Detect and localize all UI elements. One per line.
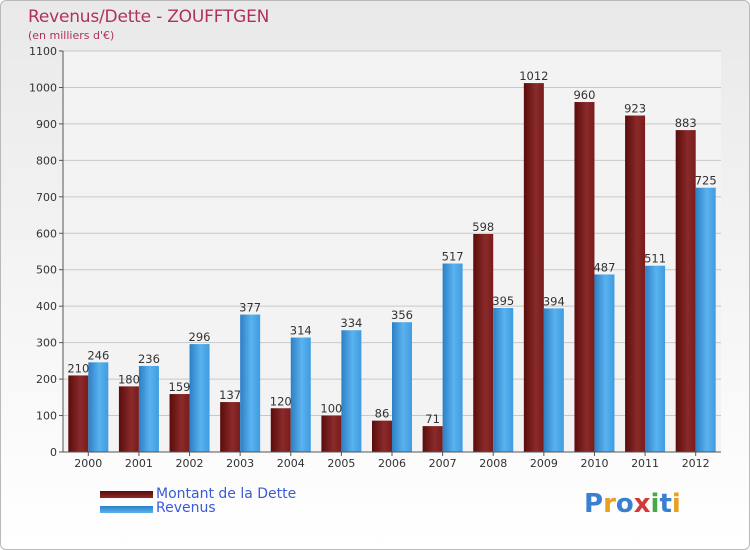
- y-tick-label: 600: [36, 227, 57, 240]
- data-label: 598: [472, 220, 494, 234]
- data-label: 210: [67, 361, 89, 375]
- data-label: 725: [695, 174, 717, 188]
- bar-debt: [321, 415, 342, 452]
- data-label: 120: [270, 394, 292, 408]
- bar-debt: [473, 234, 494, 452]
- logo-letter: P: [584, 489, 604, 519]
- data-label: 71: [425, 412, 440, 426]
- data-label: 394: [543, 294, 565, 308]
- chart-title: Revenus/Dette - ZOUFFTGEN: [28, 7, 270, 27]
- y-tick-label: 0: [50, 446, 57, 459]
- bar-revenus: [341, 330, 362, 452]
- axis-layer: 0 100 200 300 400 500 600 700 800 900 1000 1100 2000…: [29, 45, 721, 470]
- data-label: 100: [320, 402, 342, 416]
- x-tick-label: 2006: [378, 457, 406, 470]
- bar-revenus: [645, 265, 666, 452]
- x-tick-label: 2003: [226, 457, 254, 470]
- legend-label-debt: Montant de la Dette: [156, 486, 297, 502]
- bar-debt: [625, 115, 646, 453]
- y-tick-label: 100: [36, 410, 57, 423]
- bar-revenus: [442, 263, 463, 452]
- y-tick-label: 400: [36, 300, 57, 313]
- bar-revenus: [189, 344, 210, 452]
- data-label: 356: [391, 308, 413, 322]
- data-label: 236: [138, 352, 160, 366]
- data-label: 487: [593, 260, 615, 274]
- bar-revenus: [493, 308, 514, 452]
- data-label: 314: [290, 324, 312, 338]
- bar-revenus: [543, 308, 564, 452]
- bar-revenus: [240, 314, 261, 452]
- data-label: 395: [492, 294, 514, 308]
- x-tick-label: 2011: [631, 457, 659, 470]
- y-tick-label: 500: [36, 264, 57, 277]
- bar-debt: [523, 83, 544, 452]
- proxiti-logo: Proxiti: [584, 489, 681, 519]
- bar-revenus: [290, 337, 311, 452]
- y-tick-label: 800: [36, 154, 57, 167]
- x-tick-label: 2012: [682, 457, 710, 470]
- legend-swatch-debt: [100, 491, 153, 498]
- x-tick-label: 2001: [125, 457, 153, 470]
- bar-revenus: [695, 187, 716, 453]
- bar-debt: [220, 402, 241, 452]
- data-label: 180: [118, 372, 140, 386]
- bar-debt: [68, 375, 89, 452]
- bar-revenus: [138, 365, 159, 452]
- logo-letter: t: [659, 489, 672, 519]
- bars-layer: [68, 83, 716, 453]
- x-tick-label: 2002: [176, 457, 204, 470]
- x-tick-label: 2000: [74, 457, 102, 470]
- data-label: 923: [624, 102, 646, 116]
- logo-letter: i: [671, 489, 681, 519]
- bar-debt: [118, 386, 139, 452]
- bar-debt: [574, 102, 595, 452]
- data-label: 86: [375, 407, 390, 421]
- x-tick-label: 2010: [580, 457, 608, 470]
- data-label: 511: [644, 252, 666, 266]
- logo-letter: r: [603, 489, 616, 519]
- y-tick-label: 1100: [29, 45, 57, 58]
- data-label: 1012: [519, 69, 548, 83]
- data-label: 246: [87, 348, 109, 362]
- x-tick-label: 2004: [277, 457, 305, 470]
- legend-label-revenus: Revenus: [156, 500, 216, 516]
- y-tick-label: 1000: [29, 81, 57, 94]
- x-tick-label: 2009: [530, 457, 558, 470]
- data-label: 377: [239, 301, 261, 315]
- logo-letter: i: [650, 489, 660, 519]
- bar-revenus: [88, 362, 109, 452]
- data-label: 883: [675, 116, 697, 130]
- data-label: 334: [340, 316, 362, 330]
- bar-debt: [422, 426, 443, 452]
- data-label: 960: [573, 88, 595, 102]
- chart-subtitle: (en milliers d'€): [28, 29, 115, 42]
- x-tick-label: 2007: [429, 457, 457, 470]
- y-tick-label: 200: [36, 373, 57, 386]
- data-label: 159: [169, 380, 191, 394]
- bar-debt: [270, 408, 291, 452]
- data-label: 137: [219, 388, 241, 402]
- bar-revenus: [594, 274, 615, 452]
- bar-revenus: [392, 322, 412, 452]
- bar-debt: [372, 420, 392, 452]
- logo-letter: o: [615, 489, 634, 519]
- x-tick-label: 2005: [327, 457, 355, 470]
- x-tick-label: 2008: [479, 457, 507, 470]
- y-tick-label: 700: [36, 191, 57, 204]
- data-label: 296: [189, 330, 211, 344]
- bar-debt: [675, 130, 696, 452]
- y-tick-label: 300: [36, 337, 57, 350]
- data-label: 517: [442, 250, 464, 264]
- y-tick-label: 900: [36, 118, 57, 131]
- logo-letter: x: [633, 489, 651, 519]
- bar-debt: [169, 394, 190, 452]
- legend-swatch-revenus: [100, 506, 153, 513]
